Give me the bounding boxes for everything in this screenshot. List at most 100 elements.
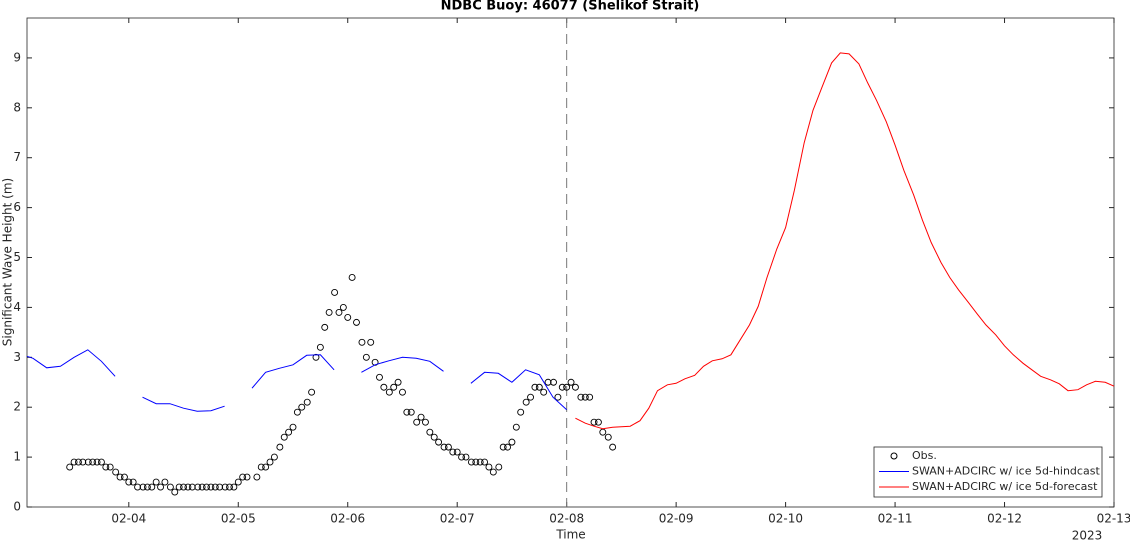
obs-point bbox=[527, 393, 534, 401]
obs-point bbox=[362, 353, 370, 361]
obs-point bbox=[312, 353, 320, 361]
obs-point bbox=[321, 323, 329, 331]
obs-point bbox=[316, 343, 324, 351]
x-tick-label: 02-11 bbox=[878, 512, 913, 526]
obs-point bbox=[485, 463, 493, 471]
obs-point bbox=[266, 458, 274, 466]
obs-point bbox=[276, 443, 284, 451]
obs-point bbox=[380, 383, 388, 391]
obs-point bbox=[449, 448, 457, 456]
y-axis-label: Significant Wave Height (m) bbox=[1, 178, 15, 346]
obs-point bbox=[175, 483, 183, 491]
obs-point bbox=[550, 378, 557, 386]
obs-point bbox=[194, 483, 202, 491]
x-tick-label: 02-10 bbox=[768, 512, 803, 526]
obs-point bbox=[285, 428, 293, 436]
obs-point bbox=[563, 383, 571, 391]
obs-point bbox=[517, 408, 525, 416]
obs-point bbox=[376, 373, 383, 381]
obs-point bbox=[399, 388, 406, 396]
x-tick-label: 02-07 bbox=[440, 512, 475, 526]
obs-point bbox=[93, 458, 101, 466]
obs-point bbox=[325, 308, 333, 316]
obs-point bbox=[544, 378, 552, 386]
obs-point bbox=[203, 483, 210, 491]
obs-point bbox=[590, 418, 598, 426]
obs-point bbox=[554, 393, 562, 401]
x-tick-label: 02-12 bbox=[987, 512, 1022, 526]
obs-point bbox=[70, 458, 78, 466]
obs-point bbox=[216, 483, 224, 491]
obs-point bbox=[257, 463, 265, 471]
obs-point bbox=[540, 388, 548, 396]
obs-point bbox=[331, 288, 339, 296]
obs-point bbox=[339, 303, 347, 311]
obs-point bbox=[243, 473, 251, 481]
obs-point bbox=[453, 448, 461, 456]
obs-point bbox=[139, 483, 147, 491]
plot-frame bbox=[26, 17, 1115, 508]
obs-point bbox=[462, 453, 470, 461]
obs-point bbox=[148, 483, 156, 491]
series-line bbox=[26, 349, 568, 412]
obs-point bbox=[535, 383, 543, 391]
x-tick-label: 02-09 bbox=[659, 512, 694, 526]
y-tick-label: 6 bbox=[13, 200, 21, 214]
obs-point bbox=[157, 483, 164, 491]
obs-point bbox=[152, 478, 160, 486]
y-tick-label: 1 bbox=[13, 450, 21, 464]
obs-point bbox=[226, 483, 233, 491]
series-line bbox=[575, 52, 1115, 430]
obs-point bbox=[440, 443, 448, 451]
obs-point bbox=[180, 483, 187, 491]
obs-point bbox=[581, 393, 589, 401]
obs-point bbox=[344, 313, 352, 321]
obs-point bbox=[253, 473, 261, 481]
obs-point bbox=[84, 458, 92, 466]
obs-point bbox=[407, 408, 415, 416]
obs-point bbox=[413, 418, 421, 426]
x-tick-label: 02-13 bbox=[1097, 512, 1130, 526]
obs-point bbox=[74, 458, 82, 466]
obs-point bbox=[298, 403, 306, 411]
obs-point bbox=[230, 483, 238, 491]
obs-point bbox=[504, 443, 512, 451]
obs-point bbox=[239, 473, 247, 481]
obs-point bbox=[426, 428, 434, 436]
x-year-label: 2023 bbox=[1072, 529, 1103, 541]
legend-label: SWAN+ADCIRC w/ ice 5d-forecast bbox=[912, 480, 1098, 493]
y-tick-label: 8 bbox=[13, 100, 21, 114]
obs-point bbox=[495, 463, 503, 471]
obs-point bbox=[476, 458, 484, 466]
obs-point bbox=[403, 408, 411, 416]
obs-point bbox=[116, 473, 124, 481]
obs-point bbox=[262, 463, 270, 471]
obs-point bbox=[586, 393, 594, 401]
x-tick-label: 02-08 bbox=[549, 512, 584, 526]
obs-point bbox=[609, 443, 617, 451]
obs-point bbox=[129, 478, 137, 486]
obs-point bbox=[184, 483, 192, 491]
obs-point bbox=[558, 383, 566, 391]
obs-point bbox=[531, 383, 539, 391]
obs-point bbox=[171, 488, 179, 496]
obs-point bbox=[422, 418, 429, 426]
obs-point bbox=[367, 338, 375, 346]
x-axis-label: Time bbox=[555, 528, 585, 541]
obs-point bbox=[489, 468, 497, 476]
obs-point bbox=[112, 468, 120, 476]
legend-label: Obs. bbox=[912, 449, 937, 462]
obs-point bbox=[102, 463, 110, 471]
obs-point bbox=[472, 458, 480, 466]
obs-point bbox=[481, 458, 489, 466]
obs-point bbox=[385, 388, 393, 396]
chart-title: NDBC Buoy: 46077 (Shelikof Strait) bbox=[441, 0, 700, 14]
obs-point bbox=[161, 478, 169, 486]
obs-point bbox=[348, 274, 356, 281]
x-tick-label: 02-05 bbox=[221, 512, 256, 526]
obs-point bbox=[221, 483, 229, 491]
obs-point bbox=[303, 398, 311, 406]
obs-point bbox=[79, 458, 87, 466]
obs-point bbox=[444, 443, 452, 451]
